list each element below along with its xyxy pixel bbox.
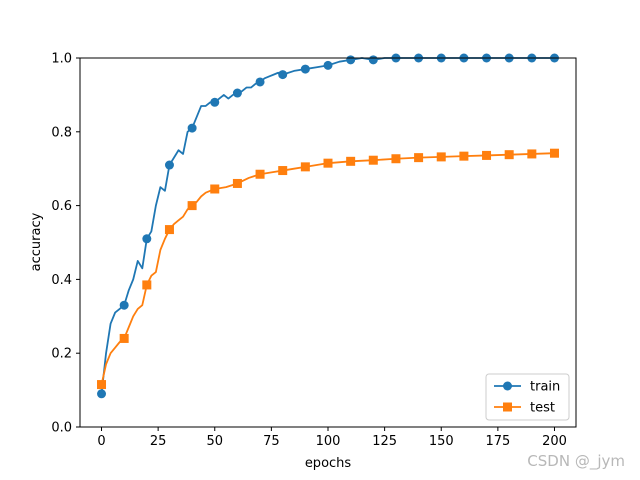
series-test-point	[210, 184, 220, 194]
legend-train-marker	[503, 381, 512, 391]
plot-layer	[97, 53, 559, 399]
y-tick-label: 0.6	[51, 199, 72, 214]
legend-test-label: test	[530, 401, 555, 416]
axes-layer: 0 25 50 75 100 125 150 175 200 0.0 0.2 0.4 0.6 0.8 1.0	[51, 52, 577, 449]
series-test-point	[346, 156, 356, 166]
legend-test-marker	[503, 402, 512, 412]
watermark-text: CSDN @_jym	[527, 452, 625, 471]
y-tick-label: 0.8	[51, 125, 72, 140]
series-test-point	[527, 149, 537, 159]
series-test-point	[549, 148, 559, 158]
series-test-point	[119, 333, 129, 343]
x-tick-label: 25	[150, 434, 167, 449]
x-tick-label: 150	[429, 434, 454, 449]
legend: train test	[485, 373, 570, 421]
y-tick-label: 0.2	[51, 347, 72, 362]
series-train-point	[300, 64, 310, 74]
series-train-point	[97, 389, 107, 399]
x-tick-label: 200	[542, 434, 567, 449]
x-tick-label: 75	[263, 434, 280, 449]
series-train-point	[278, 70, 288, 80]
series-train-point	[164, 160, 174, 170]
series-test-point	[255, 169, 265, 179]
y-axis-label: accuracy	[29, 212, 44, 271]
series-train-point	[323, 60, 333, 70]
x-axis-label: epochs	[305, 456, 352, 471]
series-train-point	[142, 234, 152, 244]
series-test-point	[391, 154, 401, 164]
series-test-point	[482, 150, 492, 160]
legend-train-label: train	[530, 380, 560, 395]
series-train-point	[187, 123, 197, 133]
series-test-point	[436, 152, 446, 162]
series-train-point	[255, 77, 265, 87]
series-test-point	[232, 178, 242, 188]
series-test-point	[142, 280, 152, 290]
plot-frame	[79, 57, 577, 428]
series-test-point	[368, 155, 378, 165]
series-train-point	[210, 97, 220, 107]
x-tick-label: 100	[316, 434, 341, 449]
x-tick-label: 125	[372, 434, 397, 449]
series-test-point	[164, 225, 174, 235]
x-tick-label: 175	[485, 434, 510, 449]
series-train-point	[232, 88, 242, 98]
y-tick-label: 0.4	[51, 273, 72, 288]
series-test-point	[504, 150, 514, 160]
series-test-point	[414, 153, 424, 163]
series-test-point	[459, 151, 469, 161]
series-train-line	[100, 57, 555, 394]
series-train-point	[368, 55, 378, 65]
series-test-point	[278, 166, 288, 176]
series-test-point	[97, 380, 107, 390]
series-test-point	[323, 158, 333, 168]
series-test-point	[187, 201, 197, 211]
series-train-point	[119, 300, 129, 310]
y-tick-label: 0.0	[51, 421, 72, 436]
series-train-point	[346, 55, 356, 65]
x-tick-label: 0	[97, 434, 105, 449]
series-test-line	[100, 152, 555, 385]
y-tick-label: 1.0	[51, 52, 72, 67]
x-tick-label: 50	[206, 434, 223, 449]
series-test-point	[300, 162, 310, 172]
